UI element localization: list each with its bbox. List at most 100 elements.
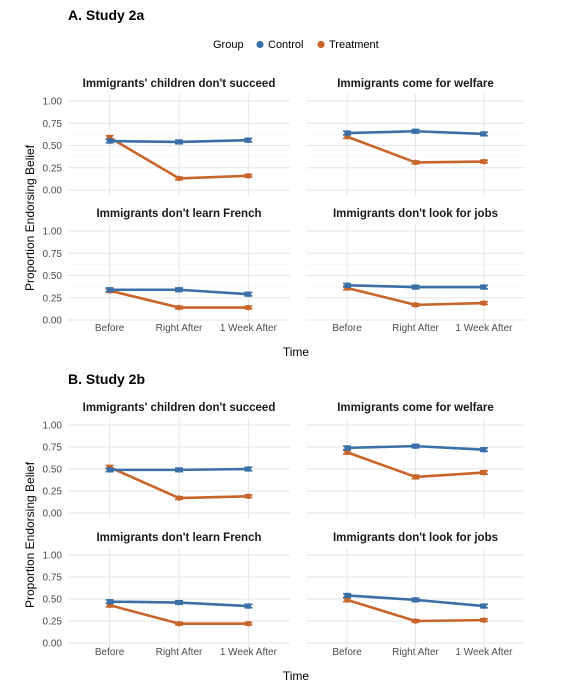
y-tick-label: 0.25	[43, 163, 63, 174]
y-tick-label: 1.00	[43, 97, 63, 108]
y-tick-label: 0.75	[43, 249, 63, 260]
data-point-control	[412, 443, 419, 449]
x-tick-label: 1 Week After	[455, 323, 513, 334]
data-point-treatment	[176, 495, 182, 501]
y-tick-label: 0.00	[43, 639, 63, 650]
data-point-control	[344, 282, 350, 289]
data-point-treatment	[245, 493, 252, 500]
data-point-treatment	[412, 159, 419, 166]
data-point-control	[176, 286, 182, 293]
legend-label-control: Control	[268, 39, 303, 51]
data-point-control	[481, 284, 487, 290]
data-point-treatment	[245, 304, 252, 311]
data-point-control	[245, 466, 252, 472]
data-point-control	[412, 597, 419, 603]
y-tick-label: 1.00	[43, 551, 63, 562]
data-point-control	[245, 603, 252, 609]
study-b-ylabel: Proportion Endorsing Belief	[23, 461, 37, 608]
data-point-control	[412, 128, 419, 135]
study-a-xlabel: Time	[283, 345, 310, 359]
data-point-control	[176, 599, 182, 606]
y-tick-label: 0.25	[43, 487, 63, 498]
data-point-control	[176, 467, 182, 473]
study-b: B. Study 2b Proportion Endorsing Belief …	[23, 371, 525, 683]
data-point-treatment	[412, 474, 419, 480]
data-point-treatment	[176, 620, 182, 627]
study-a-ylabel: Proportion Endorsing Belief	[23, 144, 37, 291]
panel-title: Immigrants come for welfare	[337, 402, 494, 414]
x-tick-label: Before	[95, 323, 125, 334]
data-point-control	[245, 291, 252, 297]
data-point-treatment	[412, 618, 419, 624]
data-point-treatment	[245, 172, 252, 179]
panel-title: Immigrants don't look for jobs	[333, 532, 498, 544]
data-point-control	[106, 138, 113, 144]
panel-b-1: Immigrants' children don't succeed 0.00 0.…	[43, 402, 290, 520]
panel-b-2: Immigrants come for welfare	[306, 402, 525, 518]
y-tick-label: 0.25	[43, 293, 63, 304]
data-point-control	[245, 137, 252, 143]
y-tick-label: 0.50	[43, 595, 63, 606]
study-a-panels: Immigrants' children don't succeed 0.00 0.…	[43, 78, 525, 334]
panel-b-4: Immigrants don't look for jobs Before Righ…	[306, 532, 525, 658]
y-tick-label: 1.00	[43, 227, 63, 238]
data-point-control	[344, 592, 350, 599]
legend-title: Group	[213, 39, 244, 51]
y-tick-label: 0.50	[43, 271, 63, 282]
legend-key-control	[256, 40, 264, 49]
y-tick-label: 0.75	[43, 573, 63, 584]
data-point-control	[106, 598, 113, 605]
data-point-treatment	[176, 304, 182, 311]
study-a: A. Study 2a Proportion Endorsing Belief …	[23, 7, 525, 359]
y-tick-label: 0.50	[43, 465, 63, 476]
x-tick-label: Before	[95, 647, 125, 658]
panel-title: Immigrants don't look for jobs	[333, 208, 498, 220]
panel-title: Immigrants don't learn French	[96, 208, 261, 220]
data-point-treatment	[481, 617, 487, 623]
data-point-treatment	[176, 175, 182, 182]
x-tick-label: Right After	[392, 647, 439, 658]
x-tick-label: 1 Week After	[220, 323, 278, 334]
data-point-control	[344, 445, 350, 451]
x-tick-label: Before	[332, 647, 362, 658]
x-tick-label: 1 Week After	[220, 647, 278, 658]
data-point-control	[344, 130, 350, 136]
panel-a-2: Immigrants come for welfare	[306, 78, 525, 195]
panel-a-3: Immigrants don't learn French 0.00 0.25 0.5…	[43, 208, 290, 334]
panel-title: Immigrants don't learn French	[96, 532, 261, 544]
study-b-panels: Immigrants' children don't succeed 0.00 0.…	[43, 402, 525, 658]
data-point-treatment	[481, 158, 487, 165]
data-point-control	[106, 286, 113, 293]
y-tick-label: 0.00	[43, 509, 63, 520]
legend-key-treatment	[317, 40, 325, 49]
y-tick-label: 0.00	[43, 316, 63, 327]
x-tick-label: 1 Week After	[455, 647, 513, 658]
data-point-control	[481, 603, 487, 609]
panel-a-4: Immigrants don't look for jobs Before Righ…	[306, 208, 525, 334]
data-point-treatment	[245, 620, 252, 627]
data-point-treatment	[344, 597, 350, 603]
data-point-treatment	[481, 469, 487, 476]
data-point-treatment	[344, 449, 350, 456]
x-tick-label: Right After	[156, 647, 203, 658]
data-point-control	[481, 131, 487, 137]
study-b-xlabel: Time	[283, 669, 310, 683]
panel-title: Immigrants' children don't succeed	[83, 78, 276, 90]
y-tick-label: 1.00	[43, 421, 63, 432]
x-tick-label: Before	[332, 323, 362, 334]
data-point-control	[481, 446, 487, 453]
x-tick-label: Right After	[392, 323, 439, 334]
data-point-treatment	[412, 302, 419, 308]
y-tick-label: 0.00	[43, 186, 63, 197]
y-tick-label: 0.75	[43, 443, 63, 454]
data-point-control	[106, 467, 113, 473]
legend: Group Control Treatment	[213, 39, 379, 51]
panel-title: Immigrants' children don't succeed	[83, 402, 276, 414]
panel-a-1: Immigrants' children don't succeed 0.00 0.…	[43, 78, 290, 197]
panel-b-3: Immigrants don't learn French 0.00 0.25 0.5…	[43, 532, 290, 658]
y-tick-label: 0.50	[43, 141, 63, 152]
data-point-control	[176, 139, 182, 145]
y-tick-label: 0.75	[43, 119, 63, 130]
data-point-control	[412, 284, 419, 290]
